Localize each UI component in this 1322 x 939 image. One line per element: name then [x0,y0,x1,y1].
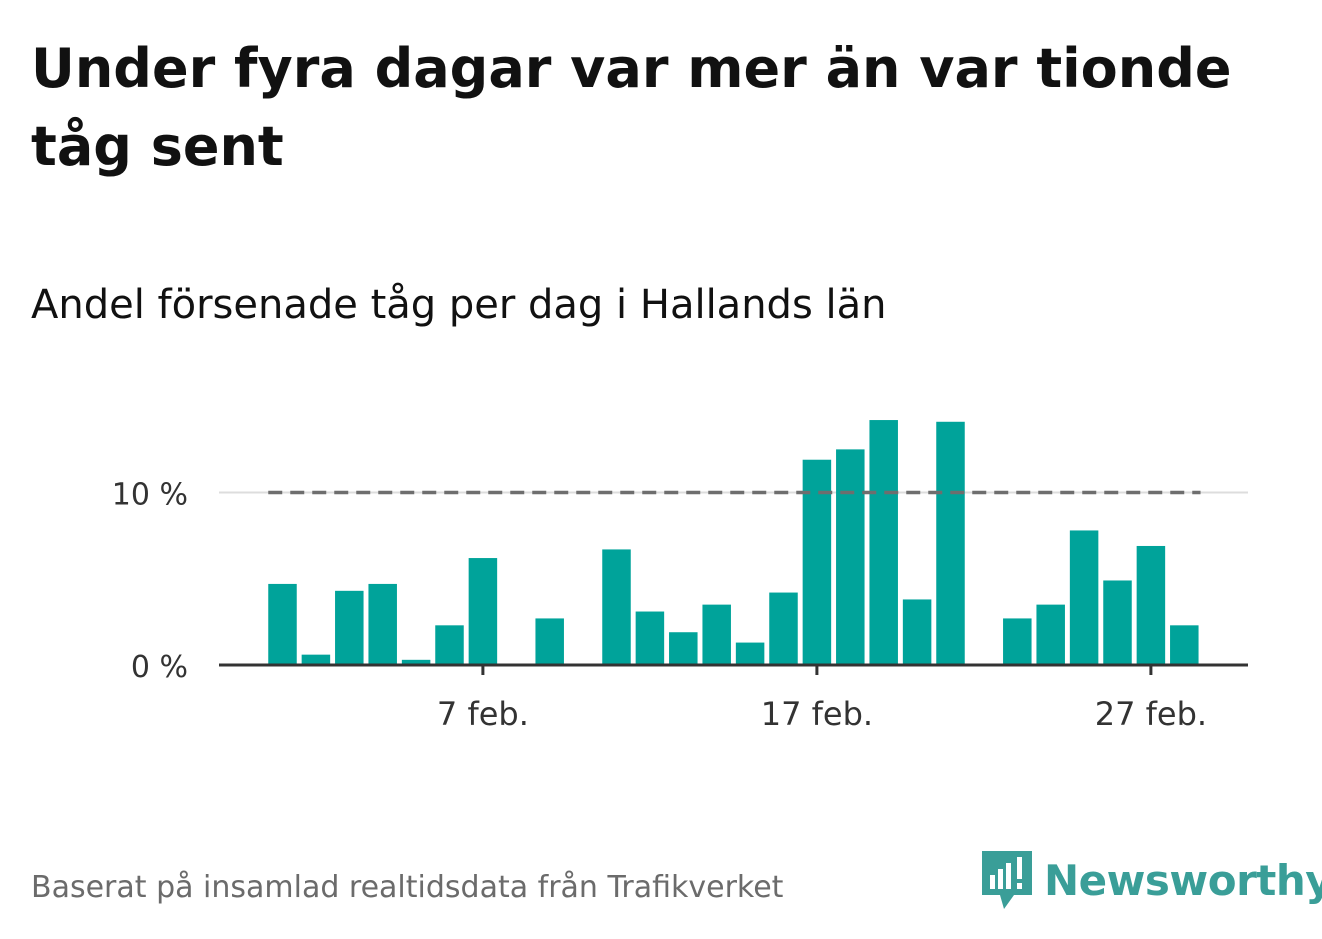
bar [869,420,898,665]
bar [1069,530,1099,665]
bar [1003,618,1032,665]
bar [802,459,832,665]
bar [535,618,564,665]
chart-subtitle: Andel försenade tåg per dag i Hallands l… [31,282,887,328]
bar [635,611,665,665]
bar [702,604,731,665]
x-tick-label: 7 feb. [437,695,529,733]
bar [268,583,297,665]
bar [735,642,765,665]
bar [1103,580,1132,665]
bar [468,558,498,665]
bar [301,654,331,665]
bar [602,549,631,665]
bar [836,449,865,665]
bar [769,592,798,665]
x-tick-label: 27 feb. [1095,695,1207,733]
bar [936,421,965,665]
y-tick-label: 0 % [131,650,188,685]
newsworthy-logo-icon [982,851,1032,909]
chart-title: Under fyra dagar var mer än var tionde t… [31,37,1232,178]
bar [1036,604,1065,665]
x-tick-label: 17 feb. [761,695,873,733]
y-tick-label: 10 % [112,478,188,513]
bar [669,632,698,665]
bar [1170,625,1199,665]
brand-name: Newsworthy [1044,855,1322,905]
bar [902,599,932,665]
bar [335,590,364,665]
bar [1136,545,1166,665]
brand-logo: Newsworthy [982,850,1322,910]
source-note: Baserat på insamlad realtidsdata från Tr… [31,870,784,905]
bar [368,583,397,665]
bar [435,625,464,665]
bar [401,659,431,665]
